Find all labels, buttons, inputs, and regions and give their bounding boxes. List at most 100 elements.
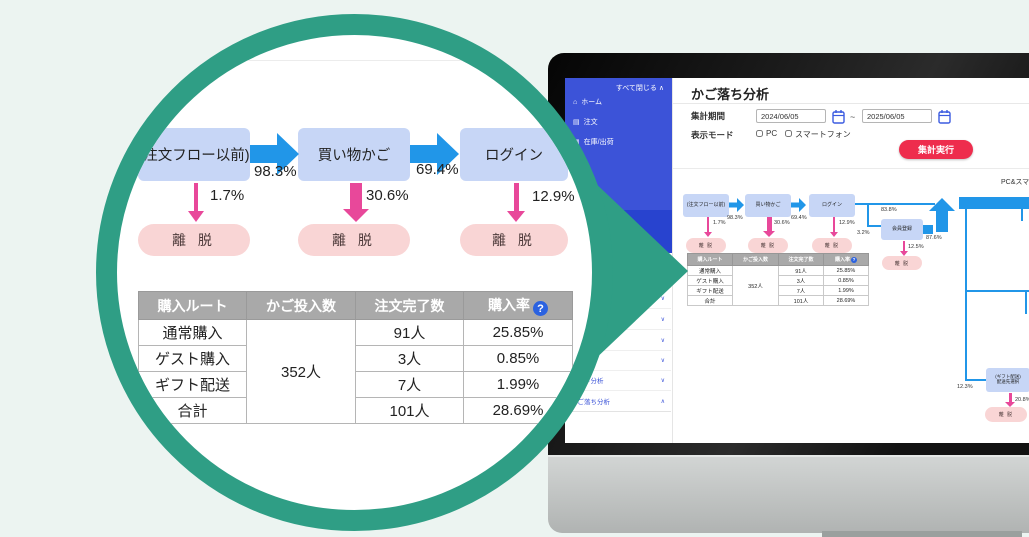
date-from-input[interactable] xyxy=(756,109,826,123)
flow-step-gift: (ギフト配送) 配送先選択 xyxy=(986,368,1029,392)
purchase-table: 購入ルート かご投入数 注文完了数 購入率? 通常購入 352人 91人 25.… xyxy=(687,253,869,306)
date-to-input[interactable] xyxy=(862,109,932,123)
drop-rate-2: 30.6% xyxy=(366,187,409,204)
table-row: ギフト配送 7人 1.99% xyxy=(138,371,573,398)
chevron-down-icon: ∨ xyxy=(660,377,665,384)
drop-arrow xyxy=(343,183,369,222)
drop-rate-2: 30.6% xyxy=(774,220,790,226)
help-icon[interactable]: ? xyxy=(533,301,548,317)
drop-pill: 離 脱 xyxy=(686,238,726,253)
chevron-down-icon: ∨ xyxy=(660,357,665,364)
arrow-right-icon xyxy=(791,198,806,212)
table-row: 通常購入 352人 91人 25.85% xyxy=(138,319,573,424)
cart-count-cell: 352人 xyxy=(246,319,356,424)
flow-line xyxy=(867,203,869,227)
laptop-chin xyxy=(548,455,1029,533)
chevron-down-icon: ∨ xyxy=(660,337,665,344)
step-rate-2: 69.4% xyxy=(791,215,807,221)
drop-pill: 離 脱 xyxy=(298,224,410,256)
arrow-right-icon xyxy=(250,133,299,175)
table-row: ゲスト購入 3人 0.85% xyxy=(138,345,573,372)
order-icon: ▤ xyxy=(573,118,580,126)
sidebar-item-label: ホーム xyxy=(581,99,603,106)
flow-line xyxy=(965,209,967,381)
chevron-down-icon: ∨ xyxy=(660,316,665,323)
page-title: かご落ち分析 xyxy=(691,87,770,102)
flow-step-pre-order: (注文フロー以前) xyxy=(683,194,729,217)
chevron-up-icon: ∧ xyxy=(658,85,664,92)
flow-line xyxy=(855,203,935,205)
sidebar-item-label: 注文 xyxy=(583,119,598,126)
flow-line xyxy=(867,225,881,227)
flow-step-cart: 買い物かご xyxy=(745,194,791,217)
sidebar-item-home[interactable]: ⌂ ホーム xyxy=(573,97,602,107)
flow-step-cart: 買い物かご xyxy=(298,128,410,181)
run-aggregation-button[interactable]: 集計実行 xyxy=(899,140,973,159)
range-separator: ~ xyxy=(850,112,856,122)
menu-item-cart-abandon[interactable]: かご落ち分析 ∧ xyxy=(565,391,671,412)
flow-bar xyxy=(959,197,1029,209)
drop-rate-1: 1.7% xyxy=(210,187,245,204)
mode-checkbox-smartphone[interactable] xyxy=(785,130,792,137)
mode-label: 表示モード xyxy=(691,130,734,140)
divider xyxy=(236,60,476,61)
register-drop-rate: 12.5% xyxy=(908,244,924,250)
drop-pill: 離 脱 xyxy=(138,224,250,256)
divider xyxy=(673,103,1029,104)
sidebar-collapse-label: すべて閉じる xyxy=(615,85,657,92)
drop-pill: 離 脱 xyxy=(812,238,852,253)
sidebar-collapse-button[interactable]: すべて閉じる ∧ xyxy=(616,83,664,93)
help-icon[interactable]: ? xyxy=(851,256,857,263)
register-merge-rate: 87.6% xyxy=(926,235,942,241)
divider xyxy=(673,168,1029,169)
calendar-icon[interactable] xyxy=(938,109,951,124)
magnifier-circle: (注文フロー以前) 買い物かご ログイン 98.3% 69.4% 1.7% 30… xyxy=(96,14,613,531)
drop-pill: 離 脱 xyxy=(985,407,1027,422)
drop-arrow xyxy=(900,241,908,256)
flow-line xyxy=(1025,292,1027,314)
chevron-down-icon: ∨ xyxy=(660,295,665,302)
drop-pill: 離 脱 xyxy=(460,224,568,256)
flow-line xyxy=(965,290,1029,292)
arrow-right-icon xyxy=(729,198,744,212)
drop-arrow xyxy=(1005,393,1015,407)
chevron-up-icon: ∧ xyxy=(660,398,665,405)
step-rate-1: 98.3% xyxy=(727,215,743,221)
gift-in-rate: 12.3% xyxy=(957,384,973,390)
mode-checkbox-pc[interactable] xyxy=(756,130,763,137)
arrow-up-icon xyxy=(929,198,955,232)
drop-arrow xyxy=(830,217,838,237)
calendar-icon[interactable] xyxy=(832,109,845,124)
table-row: 合計 101人 28.69% xyxy=(138,397,573,424)
laptop-stand xyxy=(822,531,1022,537)
register-in-rate: 3.2% xyxy=(857,230,870,236)
drop-pill: 離 脱 xyxy=(748,238,788,253)
drop-rate-3: 12.9% xyxy=(839,220,855,226)
menu-item-4[interactable]: ∨ xyxy=(565,330,671,351)
arrow-right-icon xyxy=(410,133,459,175)
drop-arrow xyxy=(507,183,525,222)
drop-arrow xyxy=(188,183,204,222)
table-row: ゲスト購入 3人 0.85% xyxy=(687,275,869,286)
table-row: 通常購入 352人 91人 25.85% xyxy=(687,265,869,306)
flow-step-register: 会員登録 xyxy=(881,219,923,240)
drop-rate-1: 1.7% xyxy=(713,220,726,226)
flow-line xyxy=(965,379,989,381)
flow-line xyxy=(1021,209,1023,221)
main-panel: かご落ち分析 集計期間 ~ 表示モード PC スマートフォン xyxy=(672,78,1029,443)
flow-line xyxy=(923,225,933,234)
drop-arrow xyxy=(763,217,775,237)
cart-count-cell: 352人 xyxy=(732,265,779,306)
drop-arrow xyxy=(704,217,712,237)
drop-pill: 離 脱 xyxy=(882,256,922,270)
flow-step-login: ログイン xyxy=(809,194,855,217)
sidebar-item-orders[interactable]: ▤ 注文 xyxy=(573,117,598,127)
gift-drop-rate: 20.8% xyxy=(1015,397,1029,403)
mode-option-pc: PC xyxy=(766,129,778,138)
step-rate-2: 69.4% xyxy=(416,161,459,178)
flow-step-pre-order: (注文フロー以前) xyxy=(138,128,250,181)
table-row: 合計 101人 28.69% xyxy=(687,295,869,306)
drop-rate-3: 12.9% xyxy=(532,188,575,205)
sidebar-item-label: 在庫/出荷 xyxy=(583,139,614,146)
